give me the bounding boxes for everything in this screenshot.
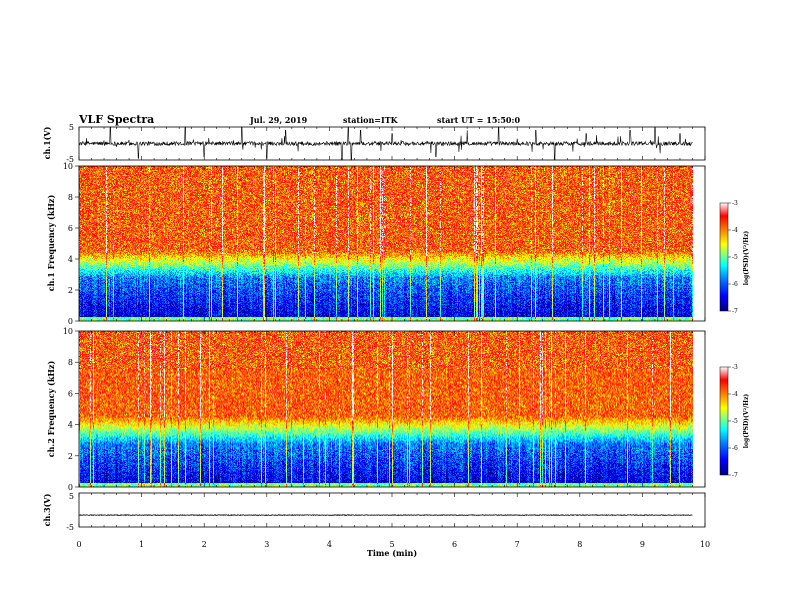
ch2-spectrogram-image	[79, 331, 693, 487]
ch2-colorbar-label: log(PSD)(V²/Hz)	[743, 394, 750, 449]
x-tick-label: 9	[640, 540, 645, 549]
y-tick-label: 10	[63, 327, 73, 336]
ch1-ytick-top: 5	[69, 123, 74, 132]
ch1-ylabel: ch.1(V)	[42, 126, 52, 159]
colorbar-tick-label: -3	[732, 200, 738, 207]
colorbar-tick-label: -4	[732, 227, 738, 234]
ch1-waveform-panel: 5 -5 ch.1(V)	[42, 123, 706, 164]
x-tick-label: 2	[202, 540, 207, 549]
x-tick-label: 1	[139, 540, 144, 549]
ch3-ylabel: ch.3(V)	[42, 493, 52, 526]
ch3-frame	[78, 492, 706, 528]
colorbar-tick-label: -4	[732, 391, 738, 398]
station-label: station=ITK	[343, 115, 399, 125]
y-tick-label: 10	[63, 162, 73, 171]
x-tick-labels: 0 1 2 3 4 5 6 7 8 9 10	[76, 540, 710, 549]
x-tick-label: 0	[76, 540, 81, 549]
ch3-ytick-top: 5	[69, 492, 74, 501]
x-tick-label: 10	[700, 540, 710, 549]
ch2-spec-ylabel: ch.2 Frequency (kHz)	[46, 361, 56, 458]
ch1-spec-xticks	[78, 166, 706, 321]
ch1-spec-ylabel: ch.1 Frequency (kHz)	[46, 195, 56, 292]
x-tick-label: 6	[452, 540, 457, 549]
y-tick-label: 2	[68, 286, 73, 295]
y-tick-label: 4	[68, 421, 73, 430]
ch1-xticks	[78, 127, 706, 160]
x-tick-label: 4	[327, 540, 332, 549]
ch1-colorbar-ticks: -3 -4 -5 -6 -7	[728, 200, 738, 315]
colorbar-tick-label: -5	[732, 254, 738, 261]
ch1-ytick-bottom: -5	[66, 155, 74, 164]
start-time-label: start UT = 15:50:0	[437, 115, 520, 125]
x-axis-label: Time (min)	[367, 548, 417, 558]
colorbar-tick-label: -5	[732, 418, 738, 425]
x-tick-label: 5	[389, 540, 394, 549]
ch1-colorbar: -3 -4 -5 -6 -7 log(PSD)(V²/Hz)	[719, 200, 750, 315]
y-tick-label: 8	[68, 358, 73, 367]
ch3-xticks	[78, 493, 706, 527]
y-tick-label: 6	[68, 389, 73, 398]
y-tick-label: 4	[68, 255, 73, 264]
y-tick-label: 8	[68, 193, 73, 202]
ch1-spectrogram-panel: 0 2 4 6 8 10 ch.1 Frequency (kHz) -3 -4 -5 -6 -7 …	[46, 162, 750, 326]
colorbar-tick-label: -6	[732, 281, 738, 288]
ch1-trace	[78, 126, 693, 161]
ch1-colorbar-label: log(PSD)(V²/Hz)	[743, 231, 750, 286]
x-tick-label: 7	[515, 540, 520, 549]
y-tick-label: 0	[68, 483, 73, 492]
ch3-trace	[78, 514, 693, 517]
ch1-spec-yticks: 0 2 4 6 8 10	[63, 162, 79, 326]
date-label: Jul. 29, 2019	[249, 115, 308, 125]
y-tick-label: 2	[68, 452, 73, 461]
ch3-waveform-panel: 5 -5 ch.3(V)	[42, 492, 706, 532]
ch1-spectrogram-image	[79, 166, 693, 321]
colorbar-tick-label: -7	[732, 472, 738, 479]
y-tick-label: 0	[68, 317, 73, 326]
colorbar-tick-label: -7	[732, 308, 738, 315]
ch2-spec-xticks	[78, 331, 706, 487]
ch2-colorbar-ticks: -3 -4 -5 -6 -7	[728, 364, 738, 479]
ch1-colorbar-gradient	[719, 202, 729, 312]
ch2-colorbar-gradient	[719, 366, 729, 476]
colorbar-tick-label: -3	[732, 364, 738, 371]
colorbar-tick-label: -6	[732, 445, 738, 452]
ch2-colorbar: -3 -4 -5 -6 -7 log(PSD)(V²/Hz)	[719, 364, 750, 479]
ch3-ytick-bottom: -5	[66, 523, 74, 532]
ch2-spec-yticks: 0 2 4 6 8 10	[63, 327, 79, 492]
figure-title: VLF Spectra	[78, 113, 154, 126]
y-tick-label: 6	[68, 224, 73, 233]
x-tick-label: 3	[264, 540, 269, 549]
x-tick-label: 8	[577, 540, 582, 549]
ch2-spectrogram-panel: 0 2 4 6 8 10 ch.2 Frequency (kHz) -3 -4 -5 -6 -7 …	[46, 327, 750, 492]
